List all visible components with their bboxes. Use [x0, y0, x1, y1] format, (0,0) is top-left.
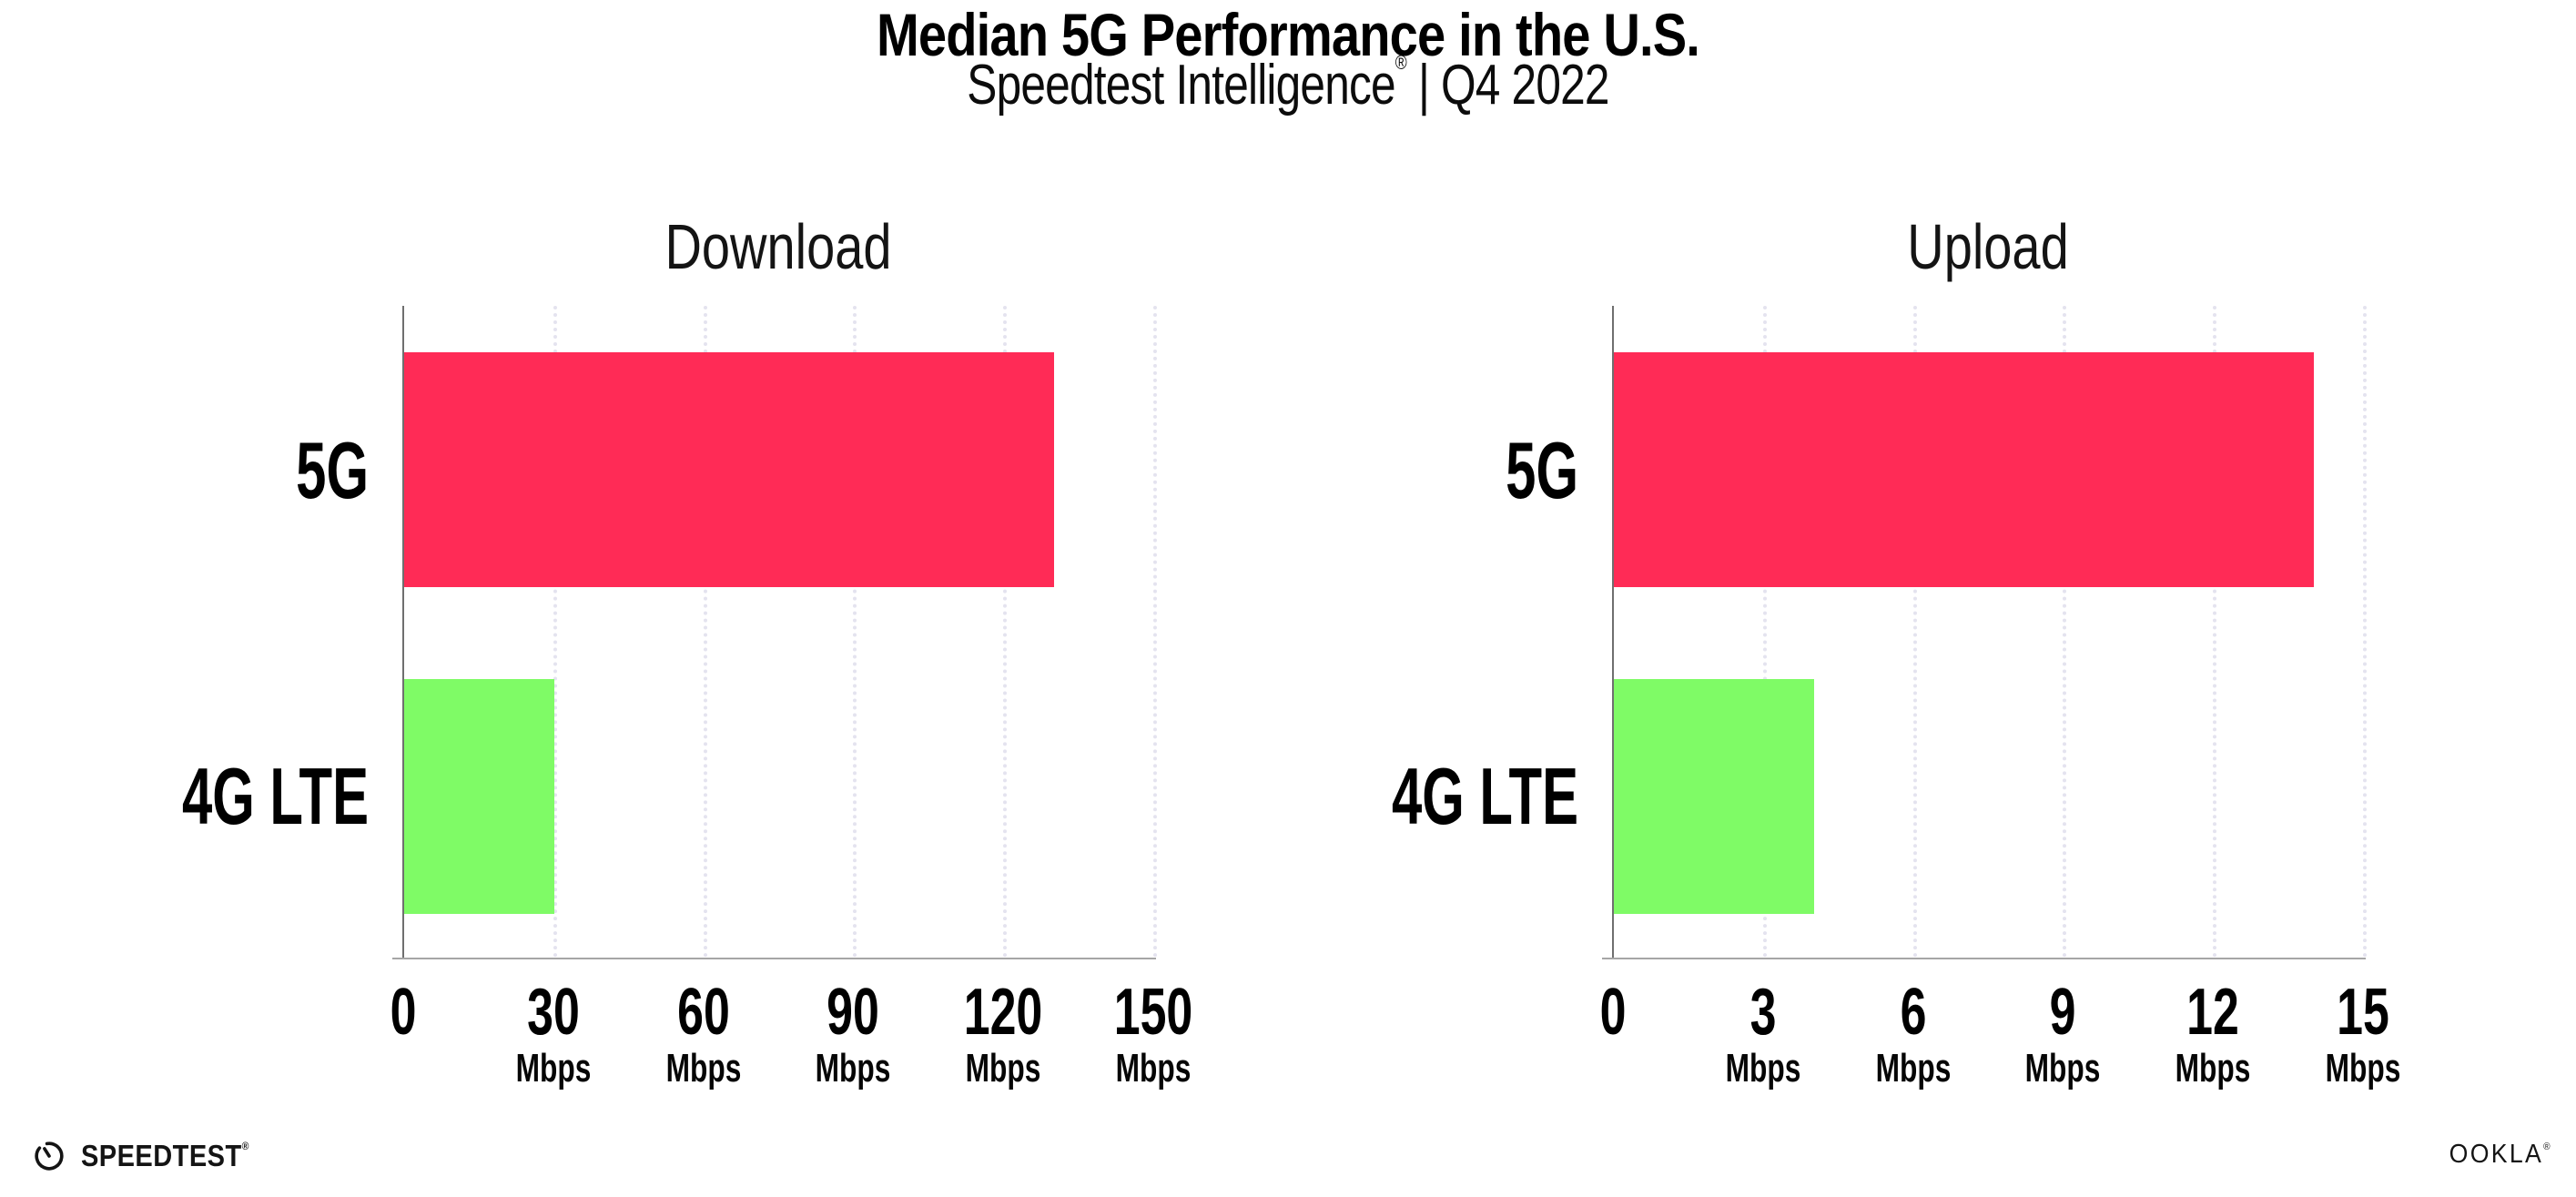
chart-title-upload: Upload — [1907, 211, 2069, 282]
bar-5g-download — [404, 352, 1055, 587]
tick-unit-upload-9: Mbps — [2025, 1046, 2101, 1090]
category-label-4g-lte: 4G LTE — [181, 751, 369, 841]
gridline-150-mbps — [1153, 306, 1157, 958]
gridline-3-mbps — [1762, 306, 1767, 958]
ookla-registered-icon: ® — [2543, 1141, 2551, 1152]
tick-label-upload-9: 9 — [2049, 976, 2076, 1049]
gridline-9-mbps — [2063, 306, 2067, 958]
speedtest-wordmark-text: SPEEDTEST — [81, 1139, 242, 1172]
tick-label-upload-15: 15 — [2337, 976, 2389, 1049]
subtitle-brand: Speedtest Intelligence — [967, 54, 1395, 117]
tick-label-upload-6: 6 — [1900, 976, 1927, 1049]
page-title: Median 5G Performance in the U.S. — [876, 1, 1700, 68]
bar-5g-upload — [1614, 352, 2315, 587]
tick-label-download-120: 120 — [963, 976, 1043, 1049]
tick-unit-download-30: Mbps — [515, 1046, 592, 1090]
category-label-4g-lte: 4G LTE — [1391, 751, 1578, 841]
tick-unit-download-60: Mbps — [665, 1046, 741, 1090]
x-axis-download — [392, 958, 1156, 959]
gridline-90-mbps — [853, 306, 857, 958]
registered-trademark-icon: ® — [1394, 51, 1407, 74]
speedtest-registered-icon: ® — [241, 1140, 249, 1152]
tick-unit-download-120: Mbps — [965, 1046, 1041, 1090]
tick-unit-upload-3: Mbps — [1725, 1046, 1801, 1090]
tick-label-download-0: 0 — [390, 976, 417, 1049]
tick-label-download-150: 150 — [1113, 976, 1193, 1049]
page-subtitle: Speedtest Intelligence® | Q4 2022 — [258, 51, 2318, 117]
tick-unit-download-90: Mbps — [816, 1046, 891, 1090]
tick-unit-upload-6: Mbps — [1875, 1046, 1951, 1090]
tick-label-upload-12: 12 — [2186, 976, 2240, 1049]
upload-chart: Upload 5G 4G LTE 0 3 Mbps 6 Mbps 9 Mbps 12 Mbps 15 Mb… — [1392, 215, 2400, 1089]
y-axis-upload — [1612, 306, 1614, 958]
speedtest-logo: SPEEDTEST® — [30, 1139, 272, 1173]
x-axis-upload — [1602, 958, 2366, 959]
tick-unit-download-150: Mbps — [1115, 1046, 1192, 1090]
subtitle-period: | Q4 2022 — [1405, 54, 1610, 117]
speedtest-gauge-icon — [35, 1141, 64, 1171]
tick-label-upload-3: 3 — [1749, 976, 1777, 1049]
download-chart: Download 5G 4G LTE 0 30 Mbps 60 Mbps 90 Mbps 120 Mb… — [182, 215, 1192, 1089]
gridline-120-mbps — [1003, 306, 1008, 958]
tick-label-download-90: 90 — [827, 976, 880, 1049]
gridline-6-mbps — [1912, 306, 1917, 958]
chart-title-download: Download — [664, 211, 892, 282]
category-label-5g: 5G — [296, 425, 369, 515]
ookla-wordmark-text: OOKLA — [2449, 1140, 2544, 1169]
gridline-12-mbps — [2213, 306, 2217, 958]
tick-unit-upload-15: Mbps — [2325, 1046, 2401, 1090]
gridline-30-mbps — [553, 306, 557, 958]
gridline-60-mbps — [703, 306, 707, 958]
tick-label-upload-0: 0 — [1599, 976, 1627, 1049]
speedtest-wordmark: SPEEDTEST® — [81, 1139, 249, 1173]
category-label-5g: 5G — [1506, 425, 1578, 515]
tick-unit-upload-12: Mbps — [2175, 1046, 2251, 1090]
tick-label-download-60: 60 — [676, 976, 730, 1049]
ookla-wordmark: OOKLA® — [2449, 1140, 2551, 1170]
bar-4g-lte-download — [404, 679, 554, 914]
tick-label-download-30: 30 — [526, 976, 580, 1049]
bar-4g-lte-upload — [1614, 679, 1814, 914]
gridline-15-mbps — [2363, 306, 2367, 958]
y-axis-download — [402, 306, 404, 958]
